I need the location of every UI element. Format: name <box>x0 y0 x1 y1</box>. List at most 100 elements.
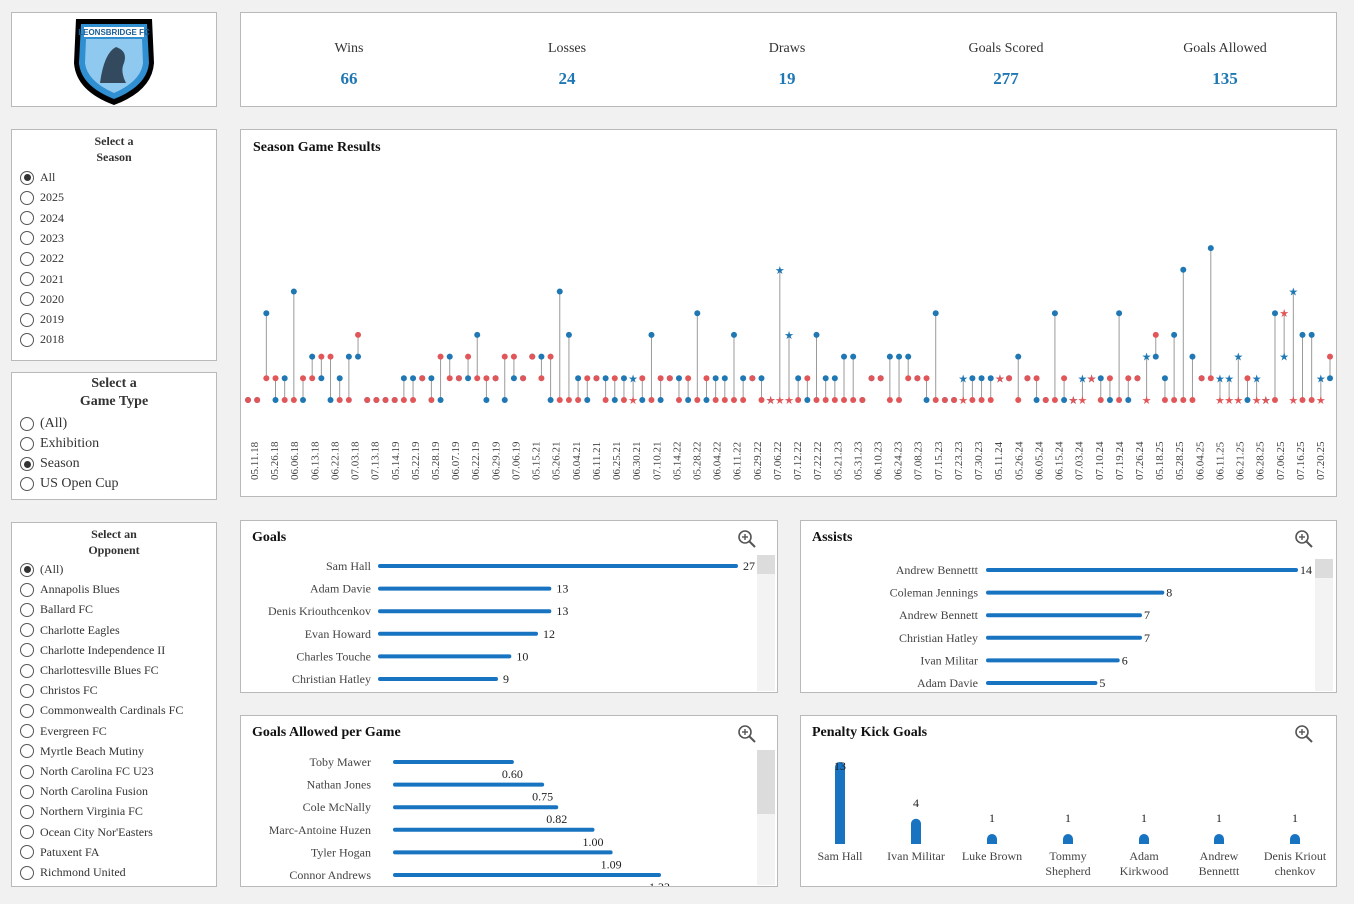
radio-button[interactable] <box>20 211 34 226</box>
radio-button[interactable] <box>20 312 34 327</box>
goals-allowed-mark <box>355 331 362 338</box>
zoom-icon[interactable] <box>1294 529 1314 549</box>
bar-value-label: 1 <box>989 811 995 825</box>
goals-allowed-mark: ★ <box>1316 395 1326 407</box>
opponent-option[interactable]: Annapolis Blues <box>20 582 120 597</box>
kpi-losses: Losses 24 <box>487 41 647 89</box>
radio-button[interactable] <box>20 437 34 451</box>
game-type-option[interactable]: US Open Cup <box>20 476 119 492</box>
radio-button[interactable] <box>20 623 34 638</box>
bar-category-label: Andrew Bennett <box>899 608 979 622</box>
goals-scored-mark <box>1125 397 1132 403</box>
zoom-icon[interactable] <box>737 529 757 549</box>
season-option[interactable]: 2023 <box>20 231 64 246</box>
scrollbar[interactable] <box>1315 559 1333 691</box>
goals-allowed-mark <box>272 375 279 382</box>
goals-allowed-mark <box>896 397 903 403</box>
bar-category-label: Tyler Hogan <box>311 845 371 859</box>
opponent-option[interactable]: Patuxent FA <box>20 845 99 860</box>
goals-allowed-mark <box>474 375 481 382</box>
radio-button[interactable] <box>20 477 34 491</box>
season-option[interactable]: 2025 <box>20 190 64 205</box>
goals-allowed-mark <box>602 397 609 403</box>
radio-button[interactable] <box>20 457 34 471</box>
season-option[interactable]: 2021 <box>20 272 64 287</box>
zoom-icon[interactable] <box>737 724 757 744</box>
bar-category-label: Charles Touche <box>296 649 371 663</box>
opponent-option[interactable]: North Carolina Fusion <box>20 784 148 799</box>
radio-button[interactable] <box>20 417 34 431</box>
goals-allowed-mark <box>611 375 618 382</box>
goals-scored-mark: ★ <box>1224 373 1234 385</box>
season-option[interactable]: 2024 <box>20 211 64 226</box>
opponent-option[interactable]: Ocean City Nor'Easters <box>20 825 153 840</box>
opponent-option[interactable]: Evergreen FC <box>20 724 107 739</box>
x-tick-label: 07.10.21 <box>651 442 663 481</box>
bar-value-label: 0.82 <box>546 812 567 826</box>
radio-label: Ocean City Nor'Easters <box>40 824 153 839</box>
radio-button[interactable] <box>20 190 34 205</box>
season-option[interactable]: All <box>20 170 55 185</box>
goals-scored-mark <box>813 331 820 338</box>
penalty-kick-panel: Penalty Kick Goals 13 Sam Hall 4 Ivan Milit… <box>800 715 1337 887</box>
bar-value-label: 13 <box>834 759 846 773</box>
radio-button[interactable] <box>20 804 34 819</box>
radio-button[interactable] <box>20 703 34 718</box>
opponent-option[interactable]: Ballard FC <box>20 602 93 617</box>
zoom-icon[interactable] <box>1294 724 1314 744</box>
radio-button[interactable] <box>20 643 34 658</box>
season-option[interactable]: 2020 <box>20 292 64 307</box>
opponent-option[interactable]: Richmond United <box>20 865 126 880</box>
radio-button[interactable] <box>20 744 34 759</box>
game-type-option[interactable]: (All) <box>20 416 67 432</box>
scrollbar-thumb[interactable] <box>757 750 775 814</box>
game-type-option[interactable]: Exhibition <box>20 436 99 452</box>
opponent-option[interactable]: Northern Virginia FC <box>20 804 143 819</box>
scrollbar[interactable] <box>757 750 775 885</box>
radio-button[interactable] <box>20 825 34 840</box>
radio-button[interactable] <box>20 170 34 185</box>
radio-button[interactable] <box>20 683 34 698</box>
x-tick-label: 06.21.25 <box>1235 441 1247 480</box>
goals-allowed-mark <box>868 375 875 382</box>
opponent-option[interactable]: (All) <box>20 562 63 577</box>
goals-allowed-mark: ★ <box>1288 395 1298 407</box>
radio-button[interactable] <box>20 724 34 739</box>
opponent-option[interactable]: Charlotte Independence II <box>20 643 165 658</box>
season-option[interactable]: 2019 <box>20 312 64 327</box>
radio-button[interactable] <box>20 865 34 880</box>
opponent-option[interactable]: Charlottesville Blues FC <box>20 663 159 678</box>
radio-button[interactable] <box>20 332 34 347</box>
radio-button[interactable] <box>20 845 34 860</box>
radio-button[interactable] <box>20 582 34 597</box>
radio-button[interactable] <box>20 272 34 286</box>
opponent-option[interactable]: Myrtle Beach Mutiny <box>20 744 144 759</box>
radio-button[interactable] <box>20 784 34 799</box>
radio-button[interactable] <box>20 562 34 577</box>
opponent-option[interactable]: Commonwealth Cardinals FC <box>20 703 183 718</box>
goals-bar-chart: Sam Hall 27 Adam Davie 13 Denis Kriouthcenko… <box>268 559 755 686</box>
radio-button[interactable] <box>20 764 34 779</box>
season-option[interactable]: 2018 <box>20 332 64 347</box>
opponent-option[interactable]: Charlotte Eagles <box>20 623 120 638</box>
opponent-option[interactable]: Christos FC <box>20 683 98 698</box>
goals-allowed-mark: ★ <box>1252 395 1262 407</box>
scrollbar-thumb[interactable] <box>1315 559 1333 578</box>
radio-label: 2018 <box>40 332 64 347</box>
radio-button[interactable] <box>20 663 34 678</box>
goals-scored-mark <box>969 375 976 382</box>
scrollbar[interactable] <box>757 555 775 691</box>
radio-button[interactable] <box>20 602 34 617</box>
opponent-option[interactable]: North Carolina FC U23 <box>20 764 154 779</box>
season-option[interactable]: 2022 <box>20 251 64 266</box>
radio-label: Commonwealth Cardinals FC <box>40 703 184 718</box>
radio-button[interactable] <box>20 292 34 307</box>
goals-scored-mark <box>345 353 352 360</box>
bar-category-label: Adam <box>1129 849 1159 863</box>
radio-label: 2021 <box>40 271 64 286</box>
radio-button[interactable] <box>20 251 34 266</box>
radio-button[interactable] <box>20 231 34 246</box>
game-type-option[interactable]: Season <box>20 456 80 472</box>
scrollbar-thumb[interactable] <box>757 555 775 574</box>
goals-allowed-mark <box>538 375 545 382</box>
